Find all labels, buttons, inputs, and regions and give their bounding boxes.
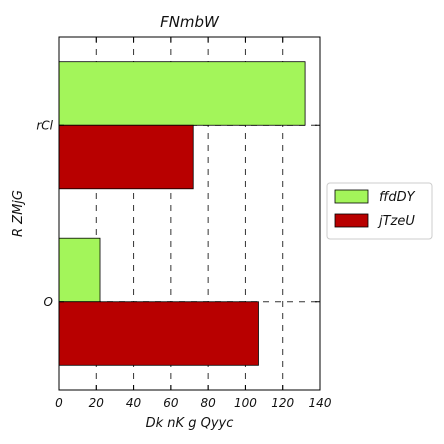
- legend: ffdDY jTzeU: [326, 182, 433, 240]
- bar-ffdDY-O: [58, 237, 101, 303]
- x-tick-label: 140: [309, 396, 332, 410]
- x-tick-label: 100: [234, 396, 257, 410]
- legend-label-jTzeU: jTzeU: [377, 214, 415, 229]
- y-tick-label: rCl: [36, 118, 53, 132]
- x-axis: 0 20 40 60 80 100 120 140: [55, 37, 332, 410]
- legend-swatch-jTzeU: [334, 213, 369, 228]
- bar-ffdDY-rCl: [58, 61, 306, 126]
- x-tick-label: 0: [55, 396, 63, 410]
- x-tick-label: 120: [271, 396, 294, 410]
- legend-label-ffdDY: ffdDY: [379, 190, 416, 205]
- x-tick-label: 20: [89, 396, 105, 410]
- x-tick-label: 80: [201, 396, 217, 410]
- x-tick-label: 40: [126, 396, 142, 410]
- plot-frame: [58, 36, 321, 391]
- x-tick-label: 60: [163, 396, 179, 410]
- y-axis-label: R ZMjG: [11, 190, 26, 237]
- y-axis: rCl O: [36, 118, 320, 309]
- bar-jTzeU-rCl: [58, 124, 194, 190]
- bar-jTzeU-O: [58, 301, 259, 366]
- plot-area: [58, 37, 320, 390]
- y-tick-label: O: [44, 295, 53, 309]
- x-axis-label: Dk nK g Qyyc: [146, 416, 234, 431]
- legend-swatch-ffdDY: [334, 189, 369, 204]
- chart-title: FNmbW: [160, 13, 220, 31]
